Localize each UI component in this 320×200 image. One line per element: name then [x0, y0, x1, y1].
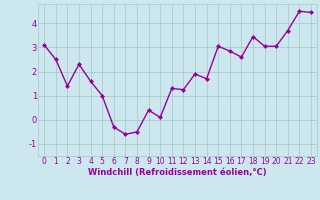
X-axis label: Windchill (Refroidissement éolien,°C): Windchill (Refroidissement éolien,°C) [88, 168, 267, 177]
